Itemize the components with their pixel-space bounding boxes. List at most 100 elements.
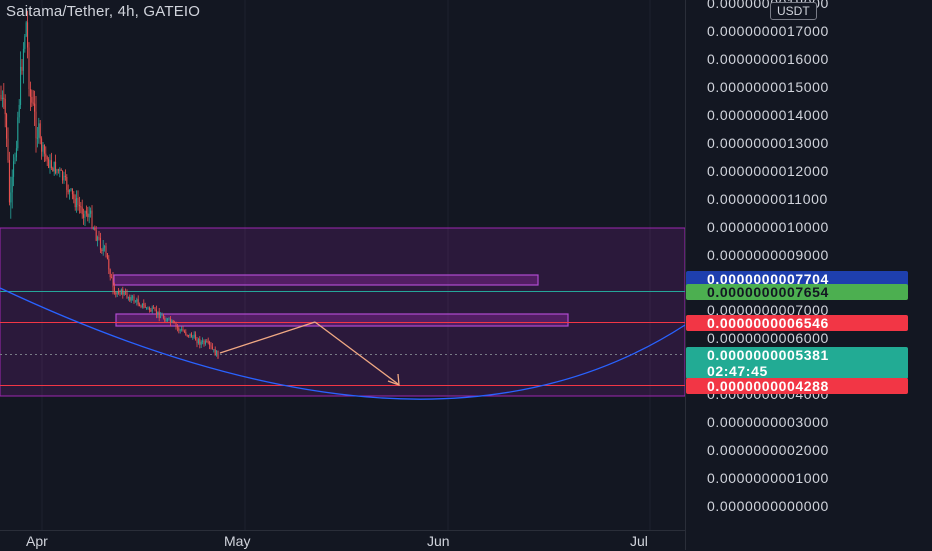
price-tag-green-line: 0.0000000007654 [686,284,908,300]
candle-body [181,329,183,331]
candle-body [62,170,64,181]
price-tag-red-line-upper: 0.0000000006546 [686,315,908,331]
candle-body [64,175,66,177]
price-axis-label: 0.0000000015000 [707,79,829,95]
candle-body [196,340,198,344]
chart-title: Saitama/Tether, 4h, GATEIO [6,3,201,20]
candle-body [146,307,148,309]
candle-body [46,156,48,160]
projection-path[interactable] [219,321,400,386]
candle-body [132,296,134,298]
candle-body [34,103,36,112]
price-tag-value: 0.0000000004288 [707,378,829,394]
candle-body [18,104,20,118]
candle-body [35,111,37,139]
candle-body [94,228,96,231]
candle-body [216,350,218,356]
price-axis-label: 0.0000000010000 [707,219,829,235]
candle-body [168,318,170,320]
candle-body [188,335,190,337]
candle-body [141,303,143,308]
candle-body [85,211,87,214]
candle-body [36,137,38,139]
price-axis-label: 0.0000000017000 [707,23,829,39]
candle-body [183,331,185,333]
candle-body [77,197,79,205]
candle-body [134,301,136,303]
candle-body [202,340,204,342]
price-tag-red-line-lower: 0.0000000004288 [686,378,908,394]
candle-body [206,341,208,343]
price-axis-label: 0.0000000012000 [707,163,829,179]
candle-body [176,326,178,328]
price-tag-value: 0.0000000006546 [707,315,829,331]
candle-body [60,169,62,171]
candle-body [195,334,197,341]
candle-body [133,296,135,302]
candle-body [190,333,192,338]
candle-body [39,123,41,139]
candle-body [76,197,78,208]
candle-body [67,189,69,193]
chart-canvas[interactable]: Saitama/Tether, 4h, GATEIO [0,0,685,530]
candle-body [20,66,22,105]
candle-body [29,88,31,97]
candle-body [92,228,94,230]
candles [0,10,219,359]
candle-body [1,97,3,99]
price-axis[interactable]: 0.0000000018000 0.0000000017000 0.000000… [685,0,932,550]
candle-body [179,329,181,331]
candle-body [4,99,6,115]
candle-body [90,210,92,214]
candle-body [174,322,176,324]
candle-body [70,188,72,190]
candle-body [3,97,5,100]
candle-body [71,188,73,195]
time-axis-label: Apr [26,533,48,549]
candle-body [106,253,108,259]
price-axis-label: 0.0000000016000 [707,51,829,67]
support-box[interactable] [115,313,569,327]
candle-body [148,307,150,311]
price-axis-label: 0.0000000013000 [707,135,829,151]
candle-body [151,307,153,312]
candle-body [14,157,16,162]
candle-body [113,287,115,293]
candle-body [118,291,120,294]
candle-body [81,207,83,215]
candle-body [171,320,173,323]
candle-body [8,160,10,203]
candle-body [7,138,9,161]
rounding-bottom-curve[interactable] [0,287,685,400]
candle-body [87,213,89,218]
candle-body [204,341,206,345]
candle-body [137,299,139,305]
time-axis[interactable]: Apr May Jun Jul [0,530,685,551]
time-axis-label: Jul [630,533,648,549]
candle-body [83,214,85,218]
candle-body [211,346,213,350]
candle-body [209,341,211,346]
currency-badge[interactable]: USDT [770,2,817,20]
candle-body [38,123,40,138]
candle-body [48,159,50,168]
candle-body [53,161,55,172]
candle-body [144,305,146,308]
candle-body [175,322,177,327]
candle-body [111,277,113,279]
candle-body [169,318,171,323]
candle-body [95,230,97,241]
price-axis-label: 0.0000000009000 [707,247,829,263]
resistance-box[interactable] [113,274,539,286]
candle-body [160,315,162,319]
price-axis-label: 0.0000000014000 [707,107,829,123]
candle-body [27,22,29,48]
range-zone[interactable] [0,227,685,397]
price-chart[interactable] [0,0,685,530]
candle-body [13,161,15,177]
candle-body [108,258,110,270]
price-tag-value: 0.0000000007654 [707,284,829,300]
candle-body [123,292,125,295]
candle-body [57,169,59,171]
candle-body [56,169,58,174]
